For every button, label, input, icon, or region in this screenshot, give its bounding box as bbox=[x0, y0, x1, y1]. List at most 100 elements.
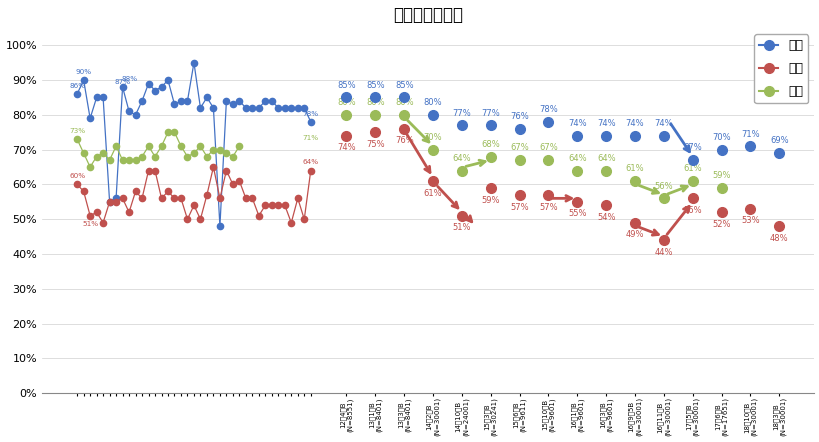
Text: 74%: 74% bbox=[568, 119, 586, 128]
Text: 64%: 64% bbox=[302, 159, 319, 165]
Text: 80%: 80% bbox=[423, 98, 441, 107]
Point bbox=[483, 153, 496, 160]
Point bbox=[455, 122, 468, 129]
Point bbox=[657, 195, 670, 202]
Text: 64%: 64% bbox=[452, 154, 471, 163]
Text: 85%: 85% bbox=[337, 81, 355, 90]
Text: 70%: 70% bbox=[712, 133, 730, 142]
Point bbox=[657, 236, 670, 244]
Text: 49%: 49% bbox=[625, 230, 644, 240]
Text: 80%: 80% bbox=[395, 98, 413, 107]
Point bbox=[426, 111, 439, 118]
Point bbox=[657, 132, 670, 139]
Point bbox=[599, 202, 612, 209]
Text: 56%: 56% bbox=[654, 182, 672, 191]
Point bbox=[426, 177, 439, 184]
Text: 77%: 77% bbox=[452, 109, 471, 118]
Point bbox=[541, 191, 554, 198]
Point bbox=[743, 205, 756, 212]
Point bbox=[714, 146, 727, 153]
Text: 61%: 61% bbox=[625, 164, 644, 173]
Text: 67%: 67% bbox=[509, 143, 528, 152]
Text: 54%: 54% bbox=[596, 213, 615, 222]
Point bbox=[455, 167, 468, 174]
Point bbox=[340, 111, 353, 118]
Text: 61%: 61% bbox=[423, 189, 441, 198]
Text: 71%: 71% bbox=[740, 130, 759, 138]
Text: 75%: 75% bbox=[365, 140, 384, 149]
Text: 80%: 80% bbox=[337, 98, 355, 107]
Point bbox=[426, 146, 439, 153]
Point bbox=[570, 167, 583, 174]
Point bbox=[513, 125, 526, 132]
Point bbox=[627, 177, 640, 184]
Point bbox=[627, 132, 640, 139]
Point bbox=[743, 143, 756, 150]
Text: 64%: 64% bbox=[596, 154, 615, 163]
Text: 67%: 67% bbox=[538, 143, 557, 152]
Text: 80%: 80% bbox=[365, 98, 384, 107]
Text: 59%: 59% bbox=[481, 195, 500, 205]
Text: 44%: 44% bbox=[654, 248, 672, 257]
Point bbox=[686, 156, 699, 164]
Text: 52%: 52% bbox=[712, 220, 730, 229]
Point bbox=[513, 191, 526, 198]
Point bbox=[599, 167, 612, 174]
Point bbox=[541, 118, 554, 126]
Text: 68%: 68% bbox=[481, 140, 500, 149]
Text: 85%: 85% bbox=[395, 81, 413, 90]
Text: 67%: 67% bbox=[682, 143, 701, 152]
Point bbox=[570, 198, 583, 206]
Legend: 男性, 女性, 総計: 男性, 女性, 総計 bbox=[753, 34, 808, 103]
Point bbox=[340, 132, 353, 139]
Text: 86%: 86% bbox=[69, 83, 85, 89]
Text: 74%: 74% bbox=[625, 119, 644, 128]
Text: 56%: 56% bbox=[682, 206, 701, 215]
Text: 51%: 51% bbox=[82, 221, 98, 227]
Point bbox=[541, 156, 554, 164]
Text: 71%: 71% bbox=[302, 135, 319, 141]
Text: 64%: 64% bbox=[568, 154, 586, 163]
Text: 57%: 57% bbox=[509, 202, 528, 212]
Point bbox=[627, 219, 640, 226]
Point bbox=[771, 223, 785, 230]
Text: 88%: 88% bbox=[121, 76, 137, 82]
Text: 78%: 78% bbox=[302, 110, 319, 117]
Text: 78%: 78% bbox=[538, 105, 557, 114]
Point bbox=[483, 122, 496, 129]
Point bbox=[686, 177, 699, 184]
Text: 60%: 60% bbox=[69, 173, 85, 179]
Text: 85%: 85% bbox=[365, 81, 384, 90]
Point bbox=[340, 94, 353, 101]
Point bbox=[599, 132, 612, 139]
Text: 51%: 51% bbox=[452, 223, 471, 232]
Text: 61%: 61% bbox=[682, 164, 701, 173]
Text: 74%: 74% bbox=[337, 143, 355, 152]
Text: 87%: 87% bbox=[115, 79, 130, 85]
Text: 73%: 73% bbox=[69, 128, 85, 134]
Text: 59%: 59% bbox=[712, 171, 730, 180]
Point bbox=[397, 111, 410, 118]
Point bbox=[686, 195, 699, 202]
Text: 70%: 70% bbox=[423, 133, 441, 142]
Point bbox=[369, 129, 382, 136]
Text: 53%: 53% bbox=[740, 217, 759, 225]
Text: 74%: 74% bbox=[654, 119, 672, 128]
Point bbox=[369, 111, 382, 118]
Text: 76%: 76% bbox=[509, 112, 528, 121]
Text: 48%: 48% bbox=[769, 234, 788, 243]
Point bbox=[714, 209, 727, 216]
Point bbox=[455, 212, 468, 219]
Point bbox=[397, 94, 410, 101]
Title: 科学技術関心度: 科学技術関心度 bbox=[393, 6, 463, 23]
Point bbox=[513, 156, 526, 164]
Text: 74%: 74% bbox=[596, 119, 615, 128]
Text: 76%: 76% bbox=[394, 137, 413, 145]
Text: 69%: 69% bbox=[769, 137, 788, 145]
Point bbox=[369, 94, 382, 101]
Point bbox=[397, 125, 410, 132]
Point bbox=[771, 149, 785, 156]
Point bbox=[570, 132, 583, 139]
Text: 77%: 77% bbox=[481, 109, 500, 118]
Text: 90%: 90% bbox=[75, 69, 92, 75]
